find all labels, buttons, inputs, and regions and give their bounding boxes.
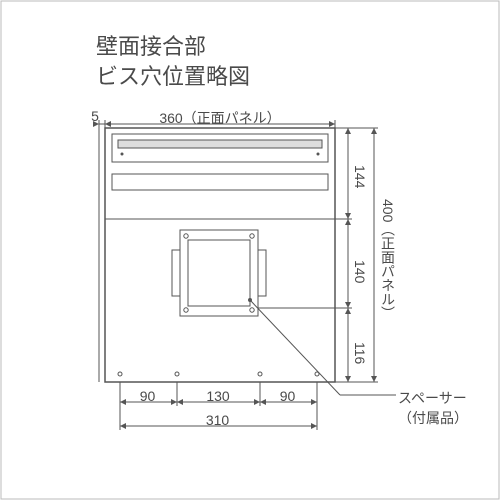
dim-bottom-row2 (120, 406, 317, 430)
dim-right-col2 (352, 128, 378, 382)
diagram-svg (0, 0, 500, 500)
top-band-strip (118, 140, 322, 148)
dim-bottom-row1 (120, 382, 317, 406)
center-bracket (172, 230, 266, 316)
bottom-screws (118, 372, 319, 376)
dim-top-line (93, 120, 335, 128)
dim-right-col1 (258, 128, 352, 382)
outer-panel (105, 128, 335, 382)
